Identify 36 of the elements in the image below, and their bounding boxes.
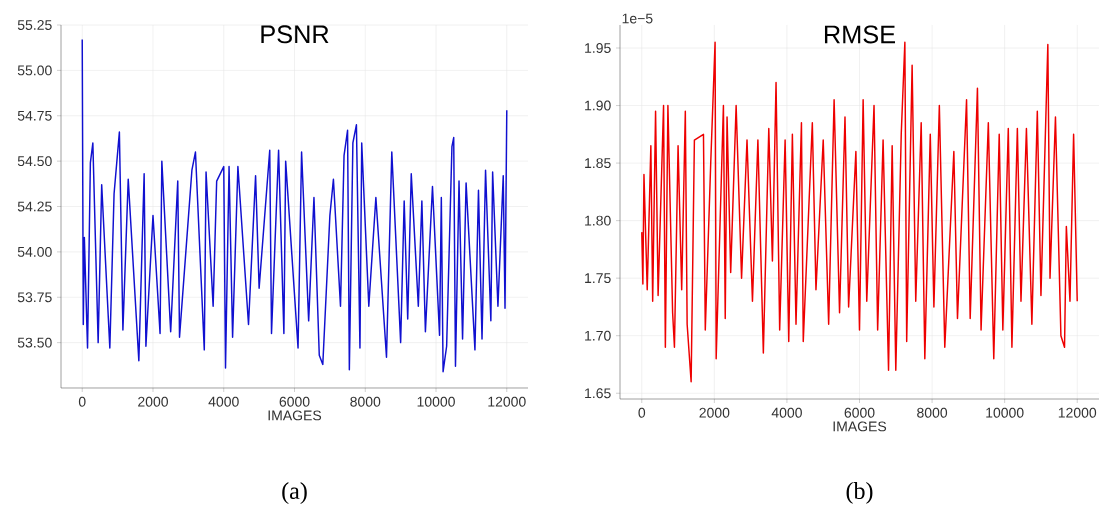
x-tick-label: 2000 xyxy=(699,407,730,418)
x-tick-label: 12000 xyxy=(1058,407,1097,418)
text: (a) xyxy=(282,482,307,504)
y-tick-label: 54.75 xyxy=(17,110,52,121)
x-tick-label: 8000 xyxy=(917,407,948,418)
y-tick-label: 1.85 xyxy=(585,158,611,169)
y-tick-label: 1.75 xyxy=(585,273,611,284)
x-tick-label: 12000 xyxy=(488,396,526,407)
y-tick-label: 1.95 xyxy=(585,43,611,53)
x-tick-label: 0 xyxy=(638,407,646,418)
y-tick-label: 53.50 xyxy=(17,337,52,348)
x-tick-label: 4000 xyxy=(208,396,239,407)
x-tick-label: 0 xyxy=(78,396,86,407)
chart-title: PSNR xyxy=(261,25,329,44)
y-tick-label: 55.00 xyxy=(17,65,52,76)
y-tick-label: 1.65 xyxy=(585,388,611,399)
y-tick-label: 54.00 xyxy=(17,246,52,257)
text: 1e−5 xyxy=(622,13,653,24)
x-axis-title: IMAGES xyxy=(268,410,322,421)
x-axis-title: IMAGES xyxy=(833,421,887,432)
x-tick-label: 10000 xyxy=(417,396,455,407)
y-tick-label: 55.25 xyxy=(17,20,52,30)
y-tick-label: 53.75 xyxy=(17,292,52,303)
x-tick-label: 6000 xyxy=(279,396,310,407)
x-tick-label: 8000 xyxy=(350,396,381,407)
y-tick-label: 54.25 xyxy=(17,201,52,212)
y-tick-label: 1.70 xyxy=(585,330,611,341)
x-tick-label: 4000 xyxy=(771,407,802,418)
x-tick-label: 2000 xyxy=(138,396,168,407)
text: (b) xyxy=(846,482,873,504)
y-tick-label: 1.90 xyxy=(585,100,611,111)
chart-title: RMSE xyxy=(824,25,896,44)
x-tick-label: 6000 xyxy=(844,407,875,418)
y-tick-label: 54.50 xyxy=(17,156,52,167)
x-tick-label: 10000 xyxy=(986,407,1024,418)
y-tick-label: 1.80 xyxy=(585,215,611,226)
